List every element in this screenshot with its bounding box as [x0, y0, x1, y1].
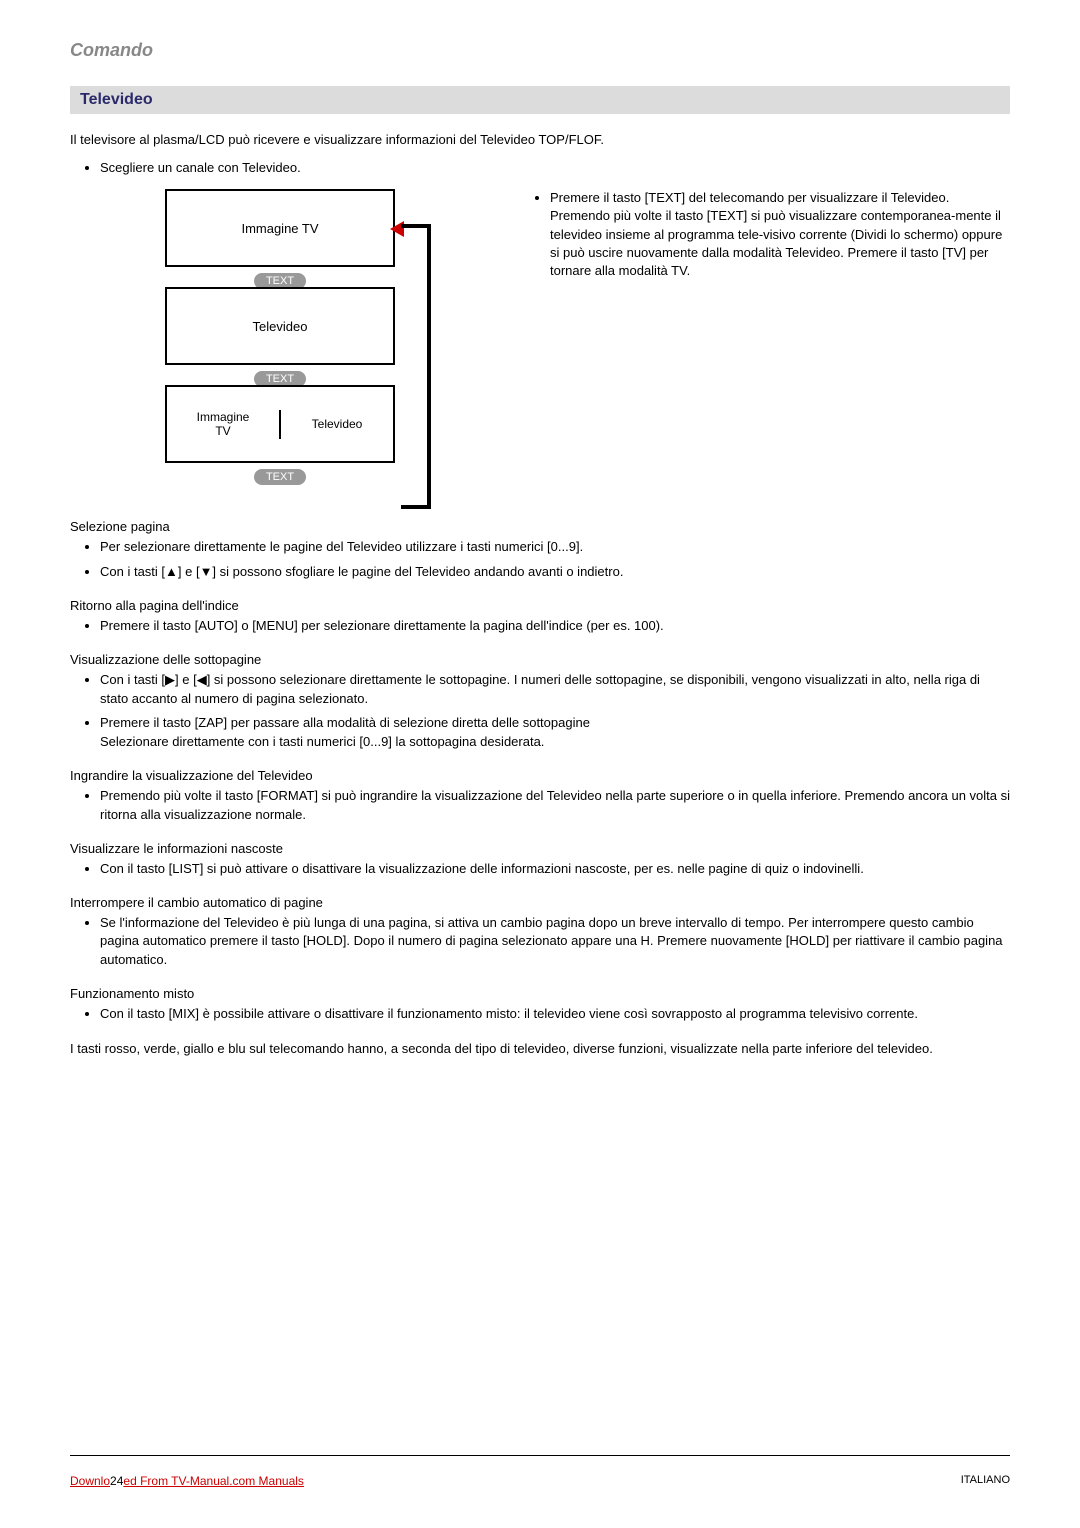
diagram-box1-label: Immagine TV: [241, 221, 318, 236]
footer-right: ITALIANO: [961, 1474, 1010, 1488]
flow-diagram: Immagine TV TEXT Televideo TEXT Immagine…: [165, 189, 395, 499]
subsection-list: Se l'informazione del Televideo è più lu…: [70, 914, 1010, 971]
subsection-item: Con il tasto [LIST] si può attivare o di…: [100, 860, 1010, 879]
subsection-list: Per selezionare direttamente le pagine d…: [70, 538, 1010, 582]
diagram-box-split: Immagine TV Televideo: [165, 385, 395, 463]
page-header: Comando: [70, 40, 1010, 61]
subsection-title: Ritorno alla pagina dell'indice: [70, 598, 1010, 613]
subsection-item: Premendo più volte il tasto [FORMAT] si …: [100, 787, 1010, 825]
footer-link-prefix[interactable]: Downlo: [70, 1474, 110, 1488]
right-bullet-list: Premere il tasto [TEXT] del telecomando …: [520, 189, 1010, 280]
subsection-list: Con il tasto [MIX] è possibile attivare …: [70, 1005, 1010, 1024]
subsections-container: Selezione pagina Per selezionare direttam…: [70, 519, 1010, 1024]
subsection-item: Premere il tasto [AUTO] o [MENU] per sel…: [100, 617, 1010, 636]
subsection-title: Ingrandire la visualizzazione del Televi…: [70, 768, 1010, 783]
footer-link-suffix[interactable]: ed From TV-Manual.com Manuals: [123, 1474, 304, 1488]
footer-page-number: 24: [110, 1474, 123, 1488]
subsection-item: Se l'informazione del Televideo è più lu…: [100, 914, 1010, 971]
subsection-item: Con i tasti [▶] e [◀] si possono selezio…: [100, 671, 1010, 709]
right-text-column: Premere il tasto [TEXT] del telecomando …: [520, 189, 1010, 499]
subsection-item: Premere il tasto [ZAP] per passare alla …: [100, 714, 1010, 752]
diagram-connector-3: TEXT: [165, 463, 395, 499]
diagram-box3-left: Immagine TV: [167, 410, 281, 439]
two-column-layout: Immagine TV TEXT Televideo TEXT Immagine…: [70, 189, 1010, 499]
subsection-title: Funzionamento misto: [70, 986, 1010, 1001]
loop-line: [401, 224, 431, 509]
diagram-column: Immagine TV TEXT Televideo TEXT Immagine…: [70, 189, 490, 499]
subsection-item: Per selezionare direttamente le pagine d…: [100, 538, 1010, 557]
subsection-title: Visualizzare le informazioni nascoste: [70, 841, 1010, 856]
right-bullet-item: Premere il tasto [TEXT] del telecomando …: [550, 189, 1010, 280]
subsection-title: Selezione pagina: [70, 519, 1010, 534]
subsection-item: Con i tasti [▲] e [▼] si possono sfoglia…: [100, 563, 1010, 582]
section-title: Televideo: [70, 86, 1010, 114]
diagram-box-televideo: Televideo: [165, 287, 395, 365]
page-footer: Downlo24ed From TV-Manual.com Manuals IT…: [70, 1455, 1010, 1488]
subsection-title: Interrompere il cambio automatico di pag…: [70, 895, 1010, 910]
final-paragraph: I tasti rosso, verde, giallo e blu sul t…: [70, 1040, 1010, 1058]
subsection-list: Premendo più volte il tasto [FORMAT] si …: [70, 787, 1010, 825]
diagram-box-immagine-tv: Immagine TV: [165, 189, 395, 267]
diagram-box2-label: Televideo: [253, 319, 308, 334]
intro-text: Il televisore al plasma/LCD può ricevere…: [70, 132, 1010, 147]
footer-left: Downlo24ed From TV-Manual.com Manuals: [70, 1474, 304, 1488]
subsection-list: Premere il tasto [AUTO] o [MENU] per sel…: [70, 617, 1010, 636]
top-bullet-list: Scegliere un canale con Televideo.: [70, 159, 1010, 177]
subsection-item: Con il tasto [MIX] è possibile attivare …: [100, 1005, 1010, 1024]
diagram-connector-1: TEXT: [165, 267, 395, 287]
subsection-list: Con il tasto [LIST] si può attivare o di…: [70, 860, 1010, 879]
diagram-box3-right: Televideo: [281, 417, 393, 431]
top-bullet-item: Scegliere un canale con Televideo.: [100, 159, 1010, 177]
diagram-connector-2: TEXT: [165, 365, 395, 385]
subsection-title: Visualizzazione delle sottopagine: [70, 652, 1010, 667]
subsection-list: Con i tasti [▶] e [◀] si possono selezio…: [70, 671, 1010, 752]
text-button-3: TEXT: [254, 469, 306, 485]
